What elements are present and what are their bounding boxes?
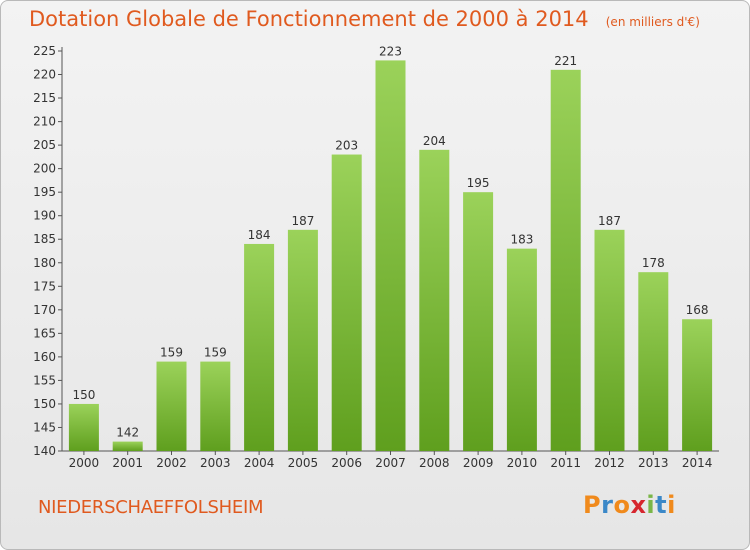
data-label: 195 — [467, 176, 490, 190]
data-label: 168 — [686, 303, 709, 317]
x-tick-label: 2006 — [331, 456, 362, 470]
y-tick-label: 150 — [33, 397, 56, 411]
data-label: 184 — [248, 228, 271, 242]
x-tick-label: 2011 — [550, 456, 581, 470]
bar — [550, 69, 581, 451]
x-tick-label: 2014 — [682, 456, 713, 470]
y-tick-label: 215 — [33, 91, 56, 105]
logo-letter: i — [667, 491, 676, 519]
x-tick-label: 2009 — [463, 456, 494, 470]
data-label: 204 — [423, 134, 446, 148]
y-tick-label: 195 — [33, 185, 56, 199]
bar — [638, 272, 669, 451]
proxiti-logo[interactable]: Proxiti — [583, 491, 676, 519]
chart-title: Dotation Globale de Fonctionnement de 20… — [29, 7, 589, 31]
bar — [682, 319, 713, 451]
x-tick-label: 2013 — [638, 456, 669, 470]
bar — [331, 154, 362, 451]
logo-letter: P — [583, 491, 602, 519]
bar — [200, 361, 231, 451]
logo-letter: x — [630, 491, 647, 519]
bar — [68, 403, 99, 451]
data-label: 178 — [642, 256, 665, 270]
value-labels: 150 142 159 159 184 187 203 223 204 195 183 221 187 1… — [72, 44, 708, 439]
data-label: 203 — [335, 139, 358, 153]
x-tick-label: 2005 — [288, 456, 319, 470]
x-tick-label: 2004 — [244, 456, 275, 470]
y-tick-label: 175 — [33, 279, 56, 293]
x-tick-label: 2001 — [112, 456, 143, 470]
y-tick-label: 210 — [33, 115, 56, 129]
data-label: 187 — [598, 214, 621, 228]
title-line: Dotation Globale de Fonctionnement de 20… — [29, 7, 700, 31]
logo-letter: o — [613, 491, 631, 519]
data-label: 142 — [116, 426, 139, 440]
bar — [506, 248, 537, 451]
data-label: 187 — [291, 214, 314, 228]
y-tick-label: 165 — [33, 326, 56, 340]
bar — [112, 441, 143, 451]
x-tick-label: 2007 — [375, 456, 406, 470]
x-tick-label: 2002 — [156, 456, 187, 470]
data-label: 150 — [72, 388, 95, 402]
y-tick-label: 205 — [33, 138, 56, 152]
logo-letter: r — [601, 491, 614, 519]
y-tick-label: 180 — [33, 256, 56, 270]
y-tick-label: 155 — [33, 373, 56, 387]
x-tick-label: 2008 — [419, 456, 450, 470]
data-label: 223 — [379, 44, 402, 58]
y-tick-label: 160 — [33, 350, 56, 364]
data-label: 159 — [204, 346, 227, 360]
bar — [594, 229, 625, 451]
y-tick-label: 140 — [33, 444, 56, 458]
data-label: 183 — [510, 233, 533, 247]
x-tick-label: 2000 — [69, 456, 100, 470]
y-tick-label: 190 — [33, 209, 56, 223]
y-tick-label: 170 — [33, 303, 56, 317]
bar — [419, 149, 450, 451]
x-tick-label: 2012 — [594, 456, 625, 470]
x-tick-label: 2010 — [507, 456, 538, 470]
y-tick-label: 200 — [33, 162, 56, 176]
logo-letter: i — [646, 491, 656, 519]
data-label: 159 — [160, 346, 183, 360]
y-tick-label: 145 — [33, 420, 56, 434]
logo-letter: t — [655, 491, 668, 519]
bar — [156, 361, 187, 451]
bar — [375, 60, 406, 451]
bar — [244, 243, 275, 451]
y-tick-label: 220 — [33, 68, 56, 82]
y-tick-label: 185 — [33, 232, 56, 246]
chart-subtitle: (en milliers d'€) — [605, 15, 700, 29]
axes: 1401451501551601651701751801851901952002… — [33, 44, 719, 470]
bars — [68, 60, 713, 452]
place-name: NIEDERSCHAEFFOLSHEIM — [38, 497, 264, 518]
data-label: 221 — [554, 54, 577, 68]
y-tick-label: 225 — [33, 44, 56, 58]
bar — [463, 192, 494, 452]
bar — [287, 229, 318, 451]
x-tick-label: 2003 — [200, 456, 231, 470]
